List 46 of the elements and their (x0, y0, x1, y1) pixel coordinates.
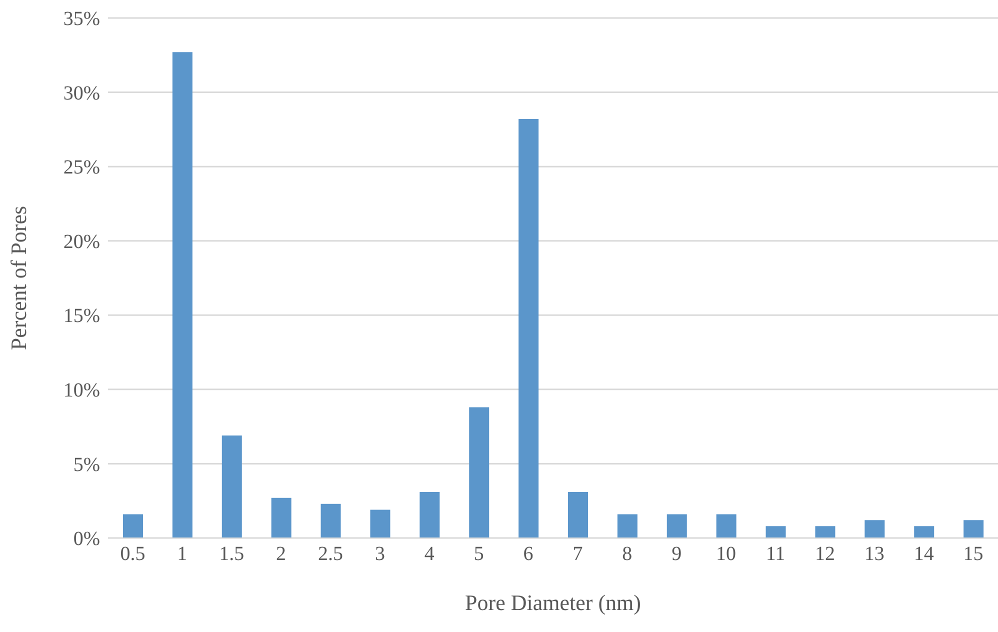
x-tick-label: 14 (914, 543, 934, 566)
x-tick-label: 10 (716, 543, 736, 566)
y-tick-label: 5% (73, 454, 100, 476)
x-tick-label: 5 (474, 543, 484, 566)
x-tick-label: 0.5 (120, 543, 146, 566)
bar (815, 526, 836, 538)
bar (666, 514, 687, 538)
x-tick-label: 8 (622, 543, 632, 566)
x-tick-label: 2.5 (318, 543, 343, 566)
bar (568, 492, 588, 538)
bar (370, 510, 390, 538)
x-tick-label: 9 (672, 543, 682, 566)
y-tick-label: 0% (73, 528, 100, 550)
x-axis-title: Pore Diameter (nm) (465, 590, 641, 615)
x-tick-label: 3 (374, 543, 385, 566)
bar (271, 498, 292, 538)
bar (864, 520, 885, 538)
x-tick-label: 2 (276, 543, 286, 566)
bar (420, 492, 440, 538)
y-tick-label: 20% (63, 230, 100, 253)
bar (222, 435, 242, 538)
bar (617, 514, 638, 538)
x-tick-label: 7 (572, 543, 583, 566)
bar (914, 526, 934, 538)
bar (320, 504, 341, 538)
bar (964, 520, 984, 538)
y-tick-label: 10% (63, 380, 100, 402)
bar (716, 514, 736, 538)
bar (518, 119, 539, 538)
y-tick-label: 25% (63, 156, 100, 179)
bar (172, 52, 192, 538)
bar (766, 526, 786, 538)
x-tick-label: 6 (523, 543, 534, 566)
x-tick-label: 15 (963, 543, 984, 566)
y-axis-title: Percent of Pores (6, 206, 31, 350)
y-tick-label: 35% (63, 8, 100, 30)
x-tick-label: 12 (814, 543, 835, 566)
x-tick-label: 4 (424, 543, 434, 566)
bar (123, 514, 143, 538)
x-tick-label: 1.5 (219, 543, 244, 566)
x-tick-label: 1 (177, 543, 188, 566)
x-tick-label: 11 (766, 543, 786, 566)
y-tick-label: 15% (63, 305, 100, 328)
y-tick-label: 30% (63, 82, 100, 104)
bar (469, 407, 490, 538)
x-tick-label: 13 (864, 543, 884, 566)
